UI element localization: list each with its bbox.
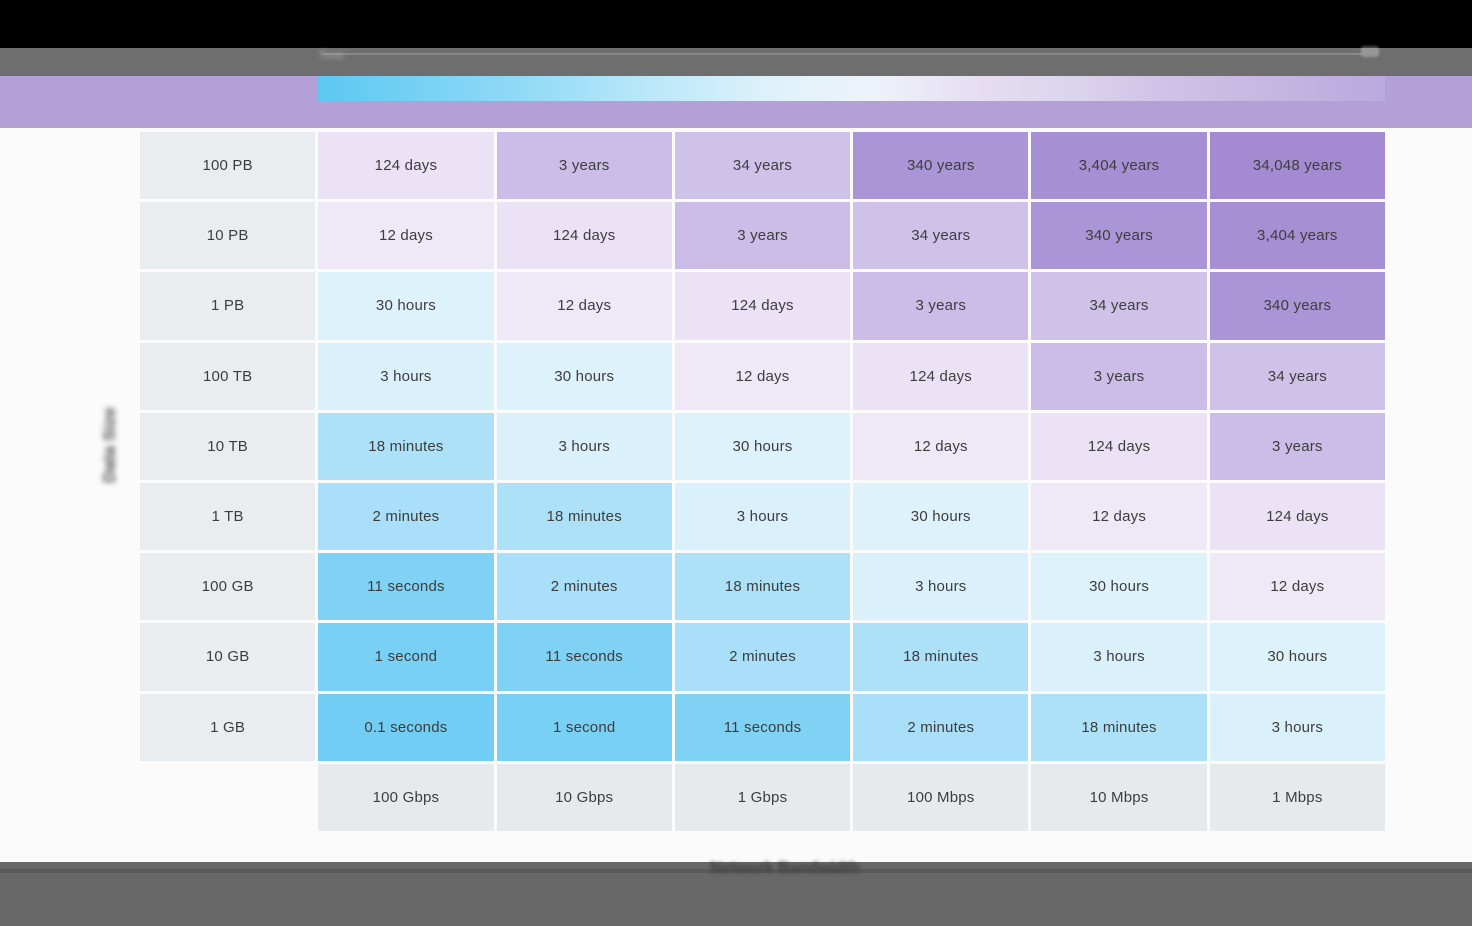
heatmap-cell: 3 hours bbox=[674, 482, 851, 551]
row-label-cell: 1 GB bbox=[140, 693, 316, 761]
progress-bar[interactable] bbox=[0, 869, 1472, 873]
heatmap-cell: 3,404 years bbox=[1031, 132, 1207, 200]
heatmap-cell: 11 seconds bbox=[674, 693, 851, 761]
heatmap-cell: 340 years bbox=[1031, 202, 1207, 270]
row-label-cell: 10 TB bbox=[140, 412, 316, 480]
heatmap-cell: 340 years bbox=[1209, 272, 1385, 340]
heatmap-cell: 18 minutes bbox=[318, 412, 494, 480]
heatmap-cell: 34 years bbox=[1209, 342, 1385, 410]
heatmap-cell: 12 days bbox=[1209, 553, 1385, 621]
heatmap-cell: 11 seconds bbox=[318, 553, 494, 621]
row-label-cell: 100 TB bbox=[140, 342, 316, 410]
heatmap-grid: 100 PB 124 days 3 years 34 years 340 years 3,… bbox=[140, 132, 1385, 831]
heatmap-cell: 18 minutes bbox=[853, 623, 1029, 691]
heatmap-cell: 18 minutes bbox=[1031, 693, 1207, 761]
heatmap-cell: 3 years bbox=[1209, 412, 1385, 480]
heatmap-cell: 340 years bbox=[853, 132, 1029, 200]
heatmap-cell: 124 days bbox=[1031, 412, 1207, 480]
heatmap-cell: 124 days bbox=[318, 132, 494, 200]
heatmap-cell: 3 hours bbox=[496, 412, 672, 480]
heatmap-cell: 124 days bbox=[853, 342, 1029, 410]
col-header-cell: 1 Mbps bbox=[1209, 763, 1385, 831]
toolbar-mini-icon bbox=[1361, 46, 1379, 57]
heatmap-cell: 12 days bbox=[496, 272, 672, 340]
toolbar-blurred-label: Time bbox=[318, 48, 345, 62]
heatmap-cell: 3 years bbox=[674, 202, 851, 270]
heatmap-cell: 3,404 years bbox=[1209, 202, 1385, 270]
y-axis-label-text: Data Size bbox=[100, 407, 119, 483]
heatmap-cell: 30 hours bbox=[496, 342, 672, 410]
col-header-cell: 1 Gbps bbox=[674, 763, 851, 831]
heatmap-cell: 3 years bbox=[1031, 342, 1207, 410]
heatmap-cell: 124 days bbox=[496, 202, 672, 270]
row-label-cell: 1 TB bbox=[140, 482, 316, 551]
heatmap-cell: 30 hours bbox=[853, 482, 1029, 551]
heatmap-cell: 3 years bbox=[853, 272, 1029, 340]
y-axis-label: Data Size bbox=[82, 396, 138, 494]
heatmap-cell: 3 hours bbox=[1031, 623, 1207, 691]
heatmap-cell: 18 minutes bbox=[496, 482, 672, 551]
heatmap-cell: 124 days bbox=[1209, 482, 1385, 551]
x-axis-label: Network Bandwidth bbox=[710, 860, 860, 877]
heatmap-cell: 30 hours bbox=[674, 412, 851, 480]
color-scale-gradient-bar bbox=[318, 76, 1385, 101]
heatmap-cell: 12 days bbox=[674, 342, 851, 410]
heatmap-cell: 2 minutes bbox=[674, 623, 851, 691]
heatmap-cell: 0.1 seconds bbox=[318, 693, 494, 761]
heatmap-cell: 2 minutes bbox=[318, 482, 494, 551]
heatmap-cell: 34 years bbox=[853, 202, 1029, 270]
heatmap-cell: 124 days bbox=[674, 272, 851, 340]
heatmap-cell: 18 minutes bbox=[674, 553, 851, 621]
heatmap-cell: 3 years bbox=[496, 132, 672, 200]
heatmap-cell: 3 hours bbox=[1209, 693, 1385, 761]
heatmap-cell: 2 minutes bbox=[496, 553, 672, 621]
heatmap-cell: 1 second bbox=[496, 693, 672, 761]
col-header-cell: 100 Gbps bbox=[318, 763, 494, 831]
toolbar bbox=[0, 48, 1472, 76]
col-header-cell: 10 Gbps bbox=[496, 763, 672, 831]
toolbar-separator-line bbox=[322, 53, 1362, 55]
heatmap-cell: 34 years bbox=[1031, 272, 1207, 340]
heatmap-cell: 11 seconds bbox=[496, 623, 672, 691]
heatmap-cell: 30 hours bbox=[318, 272, 494, 340]
heatmap-cell: 12 days bbox=[1031, 482, 1207, 551]
heatmap-cell: 30 hours bbox=[1031, 553, 1207, 621]
heatmap-cell: 34,048 years bbox=[1209, 132, 1385, 200]
heatmap-cell: 12 days bbox=[853, 412, 1029, 480]
video-title-bar bbox=[0, 0, 1472, 48]
heatmap-cell: 1 second bbox=[318, 623, 494, 691]
heatmap-cell: 30 hours bbox=[1209, 623, 1385, 691]
col-header-cell: 10 Mbps bbox=[1031, 763, 1207, 831]
corner-empty-cell bbox=[140, 764, 315, 831]
heatmap-cell: 2 minutes bbox=[853, 693, 1029, 761]
row-label-cell: 10 GB bbox=[140, 623, 316, 691]
row-label-cell: 1 PB bbox=[140, 272, 316, 340]
heatmap-cell: 3 hours bbox=[853, 553, 1029, 621]
row-label-cell: 10 PB bbox=[140, 202, 316, 270]
heatmap-cell: 3 hours bbox=[318, 342, 494, 410]
col-header-cell: 100 Mbps bbox=[853, 763, 1029, 831]
heatmap-cell: 34 years bbox=[674, 132, 851, 200]
row-label-cell: 100 GB bbox=[140, 553, 316, 621]
heatmap-cell: 12 days bbox=[318, 202, 494, 270]
row-label-cell: 100 PB bbox=[140, 132, 316, 200]
